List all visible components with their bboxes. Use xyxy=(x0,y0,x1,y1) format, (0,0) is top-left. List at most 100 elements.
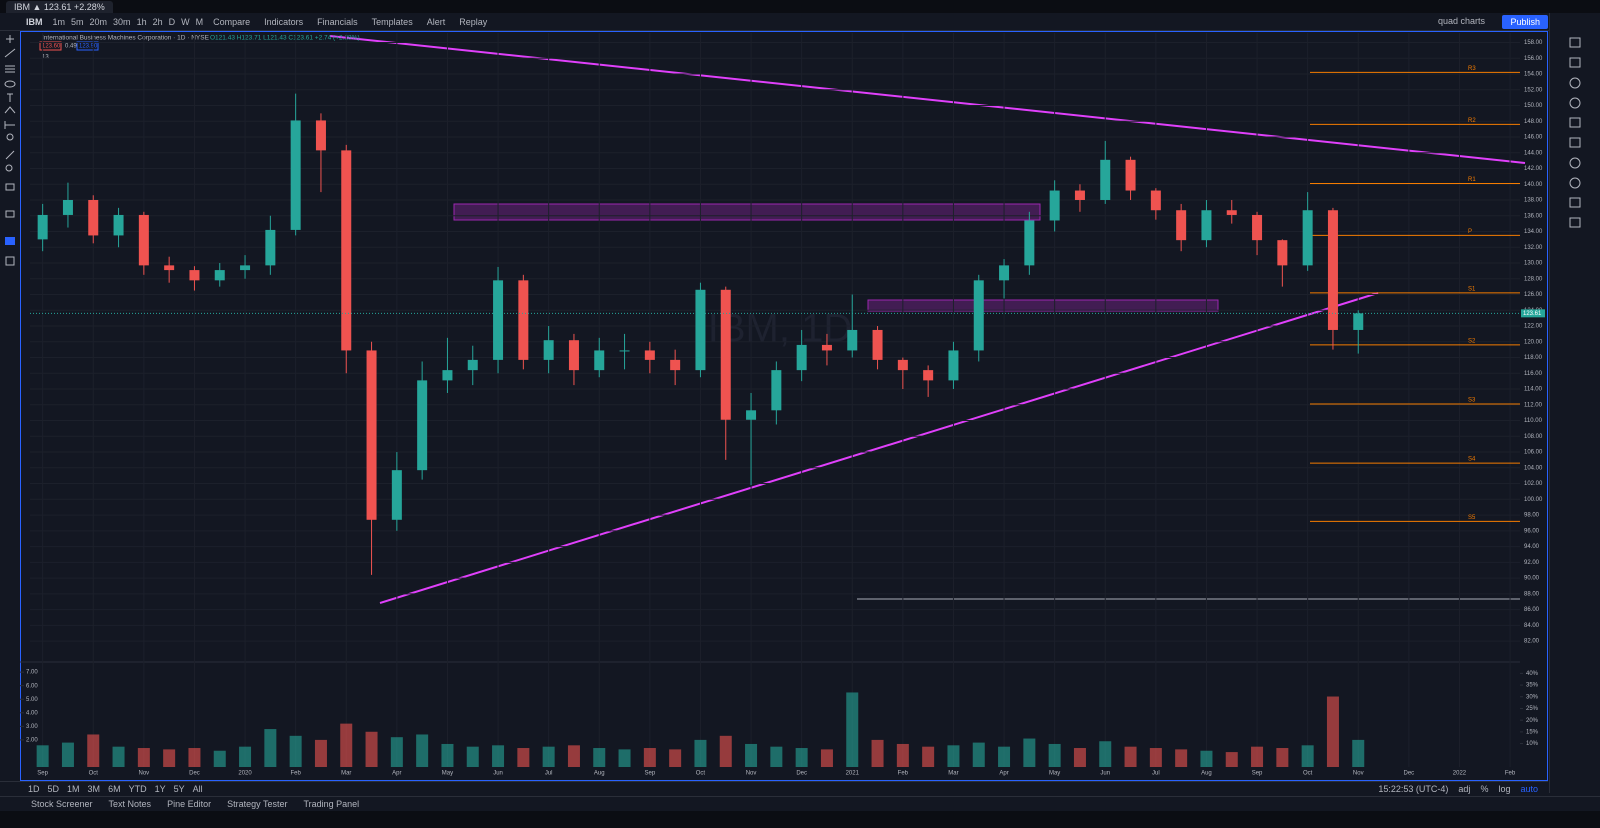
timeframe-button[interactable]: YTD xyxy=(128,783,147,794)
panel-tab[interactable]: Stock Screener xyxy=(31,798,93,809)
toolbar-button[interactable]: Templates xyxy=(371,16,413,27)
candle-body xyxy=(1150,190,1161,211)
footer-right: 15:22:53 (UTC-4) adj % log auto xyxy=(1378,784,1548,794)
volume-bar xyxy=(1251,746,1264,767)
ideas-icon[interactable] xyxy=(1569,137,1581,148)
interval-button[interactable]: 2h xyxy=(152,16,163,27)
symbol[interactable]: IBM xyxy=(26,16,43,27)
timeframe-button[interactable]: 1D xyxy=(28,783,40,794)
y-tick-label: 86.00 xyxy=(1524,607,1540,613)
bottom-strip xyxy=(0,811,1600,828)
volume-bar xyxy=(441,743,454,767)
interval-button[interactable]: 30m xyxy=(113,16,131,27)
browser-tab-bar: IBM ▲ 123.61 +2.28% xyxy=(0,0,1600,13)
candle-body xyxy=(341,150,352,351)
sync-tool[interactable] xyxy=(5,237,15,245)
volume-bar xyxy=(770,746,783,767)
volume-bar xyxy=(542,746,555,767)
x-tick-label: May xyxy=(442,771,453,777)
interval-button[interactable]: 20m xyxy=(89,16,108,27)
percent-toggle[interactable]: % xyxy=(1480,783,1489,794)
candle-body xyxy=(1327,210,1338,330)
log-toggle[interactable]: log xyxy=(1498,783,1511,794)
toolbar-button[interactable]: Indicators xyxy=(264,16,304,27)
panel-tab[interactable]: Text Notes xyxy=(108,798,152,809)
volume-bar xyxy=(1225,752,1238,767)
lock-tool[interactable] xyxy=(5,210,15,218)
volume-bar xyxy=(719,735,732,767)
indicator-count[interactable]: 13 xyxy=(42,55,49,61)
publish-button[interactable]: Publish xyxy=(1502,15,1548,29)
timeframe-button[interactable]: 1Y xyxy=(154,783,166,794)
candle-body xyxy=(1277,240,1288,266)
timeframe-button[interactable]: 5Y xyxy=(173,783,185,794)
watchlist-icon[interactable] xyxy=(1569,37,1581,48)
toolbar-button[interactable]: Compare xyxy=(213,16,251,27)
volume-bar xyxy=(188,748,201,767)
y-tick-label: 138.00 xyxy=(1524,198,1543,204)
toolbar-button[interactable]: Replay xyxy=(459,16,488,27)
panel-tab[interactable]: Strategy Tester xyxy=(227,798,288,809)
toolbar-button[interactable]: Financials xyxy=(317,16,358,27)
adj-toggle[interactable]: adj xyxy=(1458,783,1471,794)
tab-title[interactable]: IBM ▲ 123.61 +2.28% xyxy=(6,0,113,13)
timeframe-button[interactable]: 1M xyxy=(67,783,80,794)
calendar-icon[interactable] xyxy=(1569,117,1581,128)
interval-button[interactable]: 1m xyxy=(52,16,66,27)
candle-body xyxy=(214,270,225,281)
help-icon[interactable] xyxy=(1569,217,1581,228)
timeframe-button[interactable]: All xyxy=(192,783,203,794)
notifications-icon[interactable] xyxy=(1569,197,1581,208)
volume-bar xyxy=(1099,741,1112,767)
x-tick-label: Jul xyxy=(1152,771,1160,777)
layout-name[interactable]: quad charts xyxy=(1437,16,1485,26)
candle-body xyxy=(1226,210,1237,215)
interval-button[interactable]: 1h xyxy=(136,16,147,27)
y-tick-label: 134.00 xyxy=(1524,229,1543,235)
delete-tool[interactable] xyxy=(5,256,15,266)
x-tick-label: Oct xyxy=(696,771,706,777)
text-tool[interactable] xyxy=(7,93,13,102)
volume-bar xyxy=(1023,738,1036,767)
shape-tool[interactable] xyxy=(4,80,16,88)
icon-tool[interactable] xyxy=(6,133,14,141)
timeframe-button[interactable]: 5D xyxy=(47,783,60,794)
magnet-tool[interactable] xyxy=(5,183,15,191)
forecast-tool[interactable] xyxy=(4,121,15,129)
cursor-tool[interactable] xyxy=(6,35,14,43)
volume-bar xyxy=(416,734,429,767)
measure-tool[interactable] xyxy=(5,150,15,160)
pivot-label: S5 xyxy=(1468,515,1476,521)
timeframe-button[interactable]: 6M xyxy=(108,783,121,794)
y-tick-label: 100.00 xyxy=(1524,497,1543,503)
streams-icon[interactable] xyxy=(1569,157,1581,169)
panel-tab[interactable]: Trading Panel xyxy=(303,798,360,809)
y-tick-label: 130.00 xyxy=(1524,261,1543,267)
interval-button[interactable]: D xyxy=(168,16,176,27)
panel-tab[interactable]: Pine Editor xyxy=(167,798,212,809)
x-tick-label: Jun xyxy=(493,771,503,777)
interval-button[interactable]: W xyxy=(181,16,190,27)
volume-bar xyxy=(1048,743,1061,767)
hotlist-icon[interactable] xyxy=(1569,97,1581,109)
y-tick-label: 154.00 xyxy=(1524,72,1543,78)
auto-toggle[interactable]: auto xyxy=(1520,783,1538,794)
data-window-icon[interactable] xyxy=(1569,77,1581,89)
pattern-tool[interactable] xyxy=(4,106,16,114)
volume-y2-tick-label: 20% xyxy=(1526,718,1539,724)
y-tick-label: 110.00 xyxy=(1524,418,1543,424)
toolbar-button[interactable]: Alert xyxy=(426,16,446,27)
candle-body xyxy=(315,120,326,151)
x-tick-label: Nov xyxy=(139,771,150,777)
fib-tool[interactable] xyxy=(5,65,15,73)
x-tick-label: Oct xyxy=(89,771,99,777)
timeframe-button[interactable]: 3M xyxy=(87,783,101,794)
candle-body xyxy=(1100,159,1111,200)
candle-body xyxy=(543,340,554,360)
zoom-tool[interactable] xyxy=(5,164,13,172)
chats-icon[interactable] xyxy=(1569,177,1581,189)
interval-button[interactable]: M xyxy=(195,16,204,27)
alerts-icon[interactable] xyxy=(1569,57,1581,68)
trend-line-tool[interactable] xyxy=(4,48,16,58)
interval-button[interactable]: 5m xyxy=(71,16,84,27)
